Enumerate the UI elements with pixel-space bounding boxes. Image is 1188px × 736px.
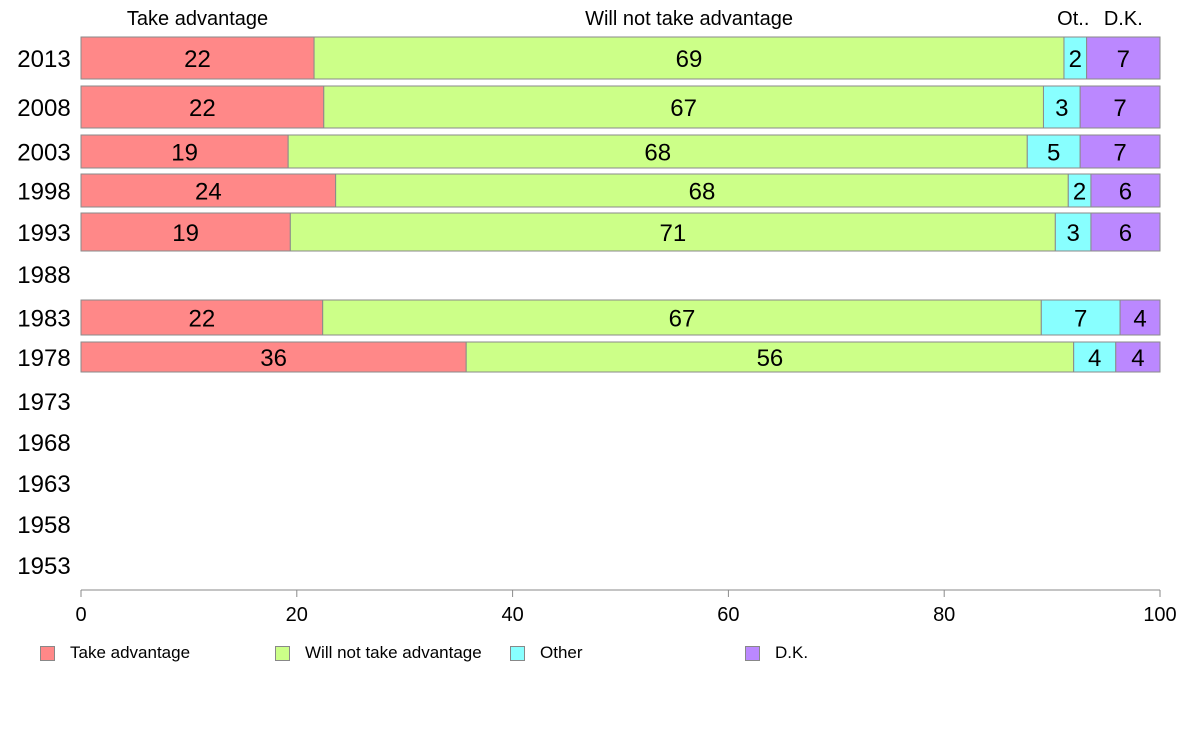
- bars: 22 69 2 722 67 3 719 68 5 724 68 2 619 71 3 622 67 7 436 56…: [80, 36, 1161, 373]
- bar-other-2008: [1042, 85, 1081, 129]
- bar-d-k-1983: [1119, 299, 1161, 336]
- data-label-d-k-1978: 4: [1131, 345, 1144, 372]
- legend-label: Take advantage: [70, 643, 191, 662]
- year-label-1983: 1983: [17, 306, 70, 333]
- data-label-d-k-1983: 4: [1133, 306, 1146, 333]
- data-label-d-k-1998: 6: [1119, 179, 1132, 206]
- legend: Take advantage Will not take advantage O…: [0, 640, 1188, 668]
- bar-d-k-2003: [1079, 134, 1161, 169]
- x-tick-label-20: 20: [286, 604, 308, 626]
- legend-label: Other: [540, 643, 583, 662]
- legend-item-other: Other: [510, 640, 583, 666]
- bar-take-advantage-2013: [80, 36, 315, 80]
- year-label-1958: 1958: [17, 512, 70, 539]
- bar-d-k-1993: [1090, 212, 1161, 252]
- bar-will-not-take-advantage-1978: [465, 341, 1075, 373]
- data-label-take-advantage-1983: 22: [188, 306, 215, 333]
- bar-other-2003: [1026, 134, 1081, 169]
- year-label-1993: 1993: [17, 220, 70, 247]
- x-tick-label-100: 100: [1143, 604, 1176, 626]
- data-label-take-advantage-2008: 22: [189, 95, 216, 122]
- data-label-will-not-take-advantage-1993: 71: [659, 220, 686, 247]
- data-label-other-2013: 2: [1069, 46, 1082, 73]
- bar-d-k-2008: [1079, 85, 1161, 129]
- bar-d-k-1978: [1115, 341, 1161, 373]
- series-header-will-not-take-advantage: Will not take advantage: [585, 8, 793, 30]
- bar-take-advantage-2003: [80, 134, 289, 169]
- data-label-will-not-take-advantage-1978: 56: [757, 345, 784, 372]
- data-label-other-2003: 5: [1047, 140, 1060, 167]
- data-label-take-advantage-2003: 19: [171, 140, 198, 167]
- data-label-will-not-take-advantage-2008: 67: [670, 95, 697, 122]
- legend-item-dk: D.K.: [745, 640, 808, 666]
- bar-will-not-take-advantage-2008: [323, 85, 1044, 129]
- year-label-2013: 2013: [17, 46, 70, 73]
- bar-other-1983: [1040, 299, 1121, 336]
- year-label-2008: 2008: [17, 95, 70, 122]
- data-label-other-2008: 3: [1055, 95, 1068, 122]
- year-label-1963: 1963: [17, 471, 70, 498]
- x-tick-label-60: 60: [717, 604, 739, 626]
- legend-item-take-advantage: Take advantage: [40, 640, 190, 666]
- data-label-will-not-take-advantage-2003: 68: [644, 140, 671, 167]
- legend-swatch-will-not-take-advantage: [275, 645, 290, 661]
- series-header-d-k: D.K.: [1104, 8, 1143, 30]
- data-label-other-1998: 2: [1073, 179, 1086, 206]
- data-label-take-advantage-1978: 36: [260, 345, 287, 372]
- year-label-1953: 1953: [17, 553, 70, 580]
- x-axis: 0 20 40 60 80 100: [75, 589, 1177, 626]
- bar-will-not-take-advantage-2003: [287, 134, 1028, 169]
- legend-swatch-other: [510, 645, 525, 661]
- year-label-1973: 1973: [17, 389, 70, 416]
- bar-d-k-2013: [1086, 36, 1161, 80]
- legend-label: D.K.: [775, 643, 809, 662]
- data-label-d-k-1993: 6: [1119, 220, 1132, 247]
- data-label-d-k-2003: 7: [1113, 140, 1126, 167]
- data-label-will-not-take-advantage-1998: 68: [689, 179, 716, 206]
- data-label-will-not-take-advantage-2013: 69: [676, 46, 703, 73]
- data-label-take-advantage-2013: 22: [184, 46, 211, 73]
- bar-will-not-take-advantage-2013: [313, 36, 1065, 80]
- bar-take-advantage-1998: [80, 173, 337, 208]
- bar-d-k-1998: [1090, 173, 1161, 208]
- year-label-1968: 1968: [17, 430, 70, 457]
- year-label-1998: 1998: [17, 179, 70, 206]
- legend-swatch-dk: [745, 645, 760, 661]
- data-label-other-1993: 3: [1066, 220, 1079, 247]
- x-tick-label-40: 40: [501, 604, 523, 626]
- series-header-take-advantage: Take advantage: [127, 8, 268, 30]
- data-label-will-not-take-advantage-1983: 67: [669, 306, 696, 333]
- series-header-other: Ot..: [1057, 8, 1089, 30]
- year-labels: 2013 2008 2003 1998 1993 1988 1983 1978 1973 1968…: [17, 46, 70, 580]
- data-label-take-advantage-1993: 19: [172, 220, 199, 247]
- x-tick-label-0: 0: [75, 604, 86, 626]
- data-label-d-k-2008: 7: [1113, 95, 1126, 122]
- data-label-other-1978: 4: [1088, 345, 1101, 372]
- bar-take-advantage-1978: [80, 341, 467, 373]
- stacked-bar-chart: Take advantage Will not take advantage Ot.…: [17, 8, 1177, 626]
- series-headers: Take advantage Will not take advantage Ot.…: [127, 8, 1143, 30]
- legend-swatch-take-advantage: [40, 645, 55, 661]
- legend-item-will-not-take-advantage: Will not take advantage: [275, 640, 482, 666]
- bar-take-advantage-2008: [80, 85, 325, 129]
- year-label-1988: 1988: [17, 262, 70, 289]
- x-tick-label-80: 80: [933, 604, 955, 626]
- bar-other-1993: [1054, 212, 1092, 252]
- year-label-2003: 2003: [17, 140, 70, 167]
- bar-will-not-take-advantage-1998: [335, 173, 1069, 208]
- data-label-other-1983: 7: [1074, 306, 1087, 333]
- year-label-1978: 1978: [17, 345, 70, 372]
- data-label-take-advantage-1998: 24: [195, 179, 222, 206]
- data-label-d-k-2013: 7: [1117, 46, 1130, 73]
- legend-label: Will not take advantage: [305, 643, 482, 662]
